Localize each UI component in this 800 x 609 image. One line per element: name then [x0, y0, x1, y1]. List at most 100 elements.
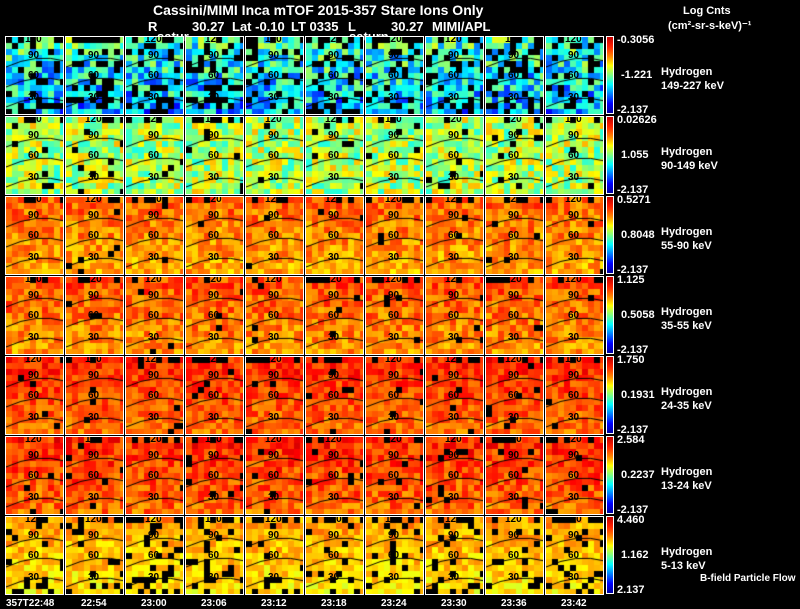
pitch-angle-label: 90	[388, 450, 400, 461]
pitch-angle-label: 30	[568, 412, 580, 423]
panel-image	[6, 437, 63, 514]
pitch-angle-label: 60	[328, 230, 340, 241]
pitch-angle-label: 30	[448, 332, 460, 343]
pitch-angle-label: 120	[325, 196, 342, 205]
pitch-angle-label: 90	[28, 210, 40, 221]
pitch-angle-label: 120	[145, 356, 162, 365]
pitch-angle-label: 120	[565, 356, 582, 365]
pitch-angle-label: 30	[208, 572, 220, 583]
pitch-angle-label: 120	[505, 196, 522, 205]
pitch-angle-label: 30	[28, 412, 40, 423]
pitch-angle-label: 30	[508, 412, 520, 423]
colorbar-min-label: -2.137	[617, 184, 649, 196]
pitch-angle-label: 120	[325, 116, 342, 125]
panel-image	[126, 277, 183, 354]
pitch-angle-label: 30	[148, 572, 160, 583]
pitch-angle-label: 60	[388, 390, 400, 401]
pitch-angle-label: 30	[448, 492, 460, 503]
pitch-angle-label: 120	[505, 276, 522, 285]
pitch-angle-label: 90	[448, 130, 460, 141]
panel-image	[546, 437, 603, 514]
colorbar-min-label: 2.137	[617, 584, 645, 596]
pitch-angle-label: 90	[88, 530, 100, 541]
pitch-angle-label: 120	[85, 196, 102, 205]
pitch-angle-label: 60	[88, 310, 100, 321]
heatmap-panel: 120 90 60 30	[245, 196, 304, 275]
pitch-angle-label: 90	[88, 210, 100, 221]
panel-image	[426, 437, 483, 514]
colorbar-mid-label: -1.221	[621, 69, 653, 81]
r-value: 30.27	[192, 19, 225, 34]
pitch-angle-label: 30	[448, 412, 460, 423]
colorbar-min-label: -2.137	[617, 104, 649, 116]
pitch-angle-label: 30	[88, 412, 100, 423]
pitch-angle-label: 90	[388, 50, 400, 61]
species-label: Hydrogen	[661, 226, 713, 238]
pitch-angle-label: 120	[145, 516, 162, 525]
pitch-angle-label: 30	[148, 332, 160, 343]
pitch-angle-label: 90	[568, 50, 580, 61]
pitch-angle-label: 120	[385, 36, 402, 45]
heatmap-panel: 120 90 60 30	[545, 436, 604, 515]
pitch-angle-label: 60	[448, 310, 460, 321]
pitch-angle-label: 120	[445, 516, 462, 525]
pitch-angle-label: 60	[88, 230, 100, 241]
pitch-angle-label: 30	[208, 172, 220, 183]
pitch-angle-label: 120	[25, 356, 42, 365]
energy-label: 13-24 keV	[661, 480, 712, 492]
r-label: R	[148, 19, 158, 34]
pitch-angle-label: 120	[445, 436, 462, 445]
heatmap-panel: 120 90 60 30	[65, 276, 124, 355]
pitch-angle-label: 60	[148, 310, 160, 321]
panel-image	[126, 357, 183, 434]
colorbar-max-label: 4.460	[617, 514, 645, 526]
pitch-angle-label: 90	[268, 450, 280, 461]
panel-image	[66, 117, 123, 194]
pitch-angle-label: 60	[148, 230, 160, 241]
heatmap-panel: 120 90 60 30	[125, 116, 184, 195]
panel-image	[366, 357, 423, 434]
pitch-angle-label: 60	[328, 470, 340, 481]
panel-image	[186, 437, 243, 514]
pitch-angle-label: 120	[85, 36, 102, 45]
pitch-angle-label: 90	[508, 50, 520, 61]
pitch-angle-label: 30	[28, 92, 40, 103]
pitch-angle-label: 60	[88, 550, 100, 561]
time-label: 357T22:48	[6, 598, 55, 609]
pitch-angle-label: 30	[388, 92, 400, 103]
panel-image	[546, 37, 603, 114]
colorbar-max-label: -0.3056	[617, 34, 655, 46]
pitch-angle-label: 120	[205, 516, 222, 525]
energy-label: 35-55 keV	[661, 320, 712, 332]
pitch-angle-label: 90	[448, 50, 460, 61]
colorbar-min-label: -2.137	[617, 424, 649, 436]
panel-image	[66, 37, 123, 114]
pitch-angle-label: 120	[265, 116, 282, 125]
pitch-angle-label: 120	[445, 196, 462, 205]
colorbar-max-label: 1.125	[617, 274, 645, 286]
pitch-angle-label: 30	[388, 172, 400, 183]
latitude: Lat -0.10	[232, 19, 285, 34]
pitch-angle-label: 30	[88, 172, 100, 183]
heatmap-panel: 120 90 60 30	[425, 36, 484, 115]
pitch-angle-label: 60	[388, 70, 400, 81]
heatmap-panel: 120 90 60 30	[5, 116, 64, 195]
heatmap-panel: 120 90 60 30	[485, 516, 544, 595]
pitch-angle-label: 60	[268, 150, 280, 161]
pitch-angle-label: 30	[508, 572, 520, 583]
panel-image	[186, 277, 243, 354]
species-label: Hydrogen	[661, 66, 713, 78]
pitch-angle-label: 60	[328, 550, 340, 561]
energy-label: 24-35 keV	[661, 400, 712, 412]
pitch-angle-label: 90	[508, 370, 520, 381]
pitch-angle-label: 90	[88, 130, 100, 141]
heatmap-panel: 120 90 60 30	[305, 436, 364, 515]
heatmap-panel: 120 90 60 30	[245, 36, 304, 115]
pitch-angle-label: 60	[448, 230, 460, 241]
pitch-angle-label: 60	[28, 230, 40, 241]
pitch-angle-label: 120	[265, 436, 282, 445]
heatmap-panel: 120 90 60 30	[365, 356, 424, 435]
pitch-angle-label: 30	[448, 572, 460, 583]
pitch-angle-label: 30	[88, 92, 100, 103]
pitch-angle-label: 120	[325, 36, 342, 45]
